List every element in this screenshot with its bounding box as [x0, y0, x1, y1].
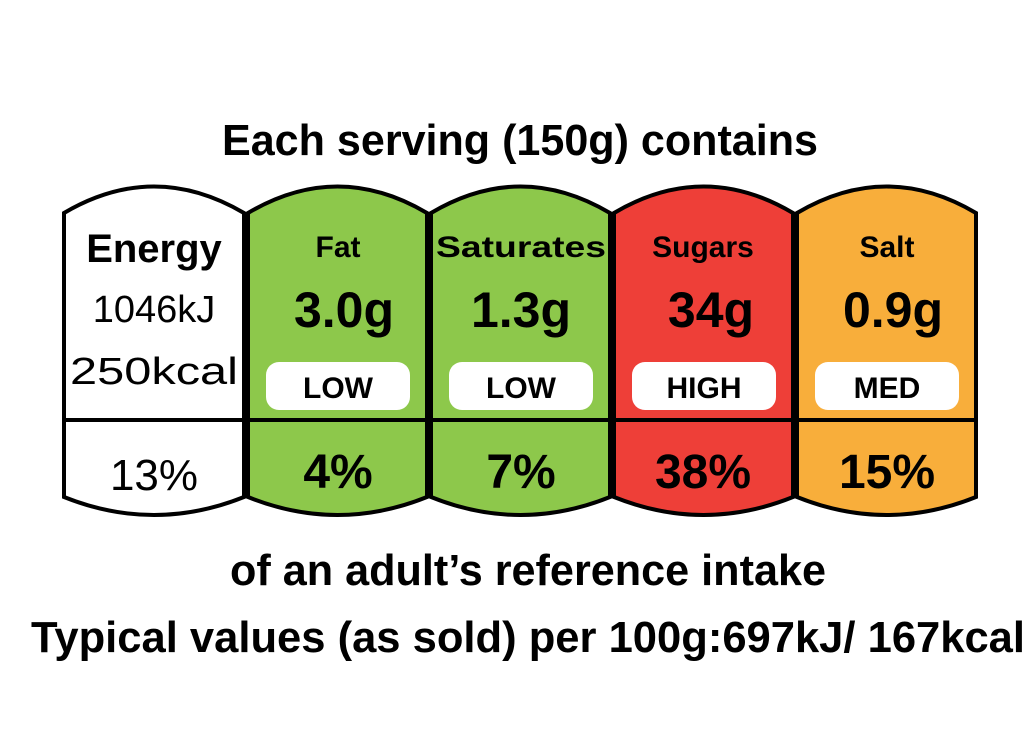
- salt-cell-top: [795, 184, 978, 422]
- sugars-cell-bottom: [612, 418, 795, 517]
- energy-kcal: 250kcal: [70, 351, 238, 393]
- saturates-column: Saturates 1.3g LOW 7%: [429, 184, 612, 517]
- sugars-cell-top: [612, 184, 795, 422]
- energy-label: Energy: [86, 227, 222, 271]
- salt-column: Salt 0.9g MED 15%: [795, 184, 978, 517]
- sugars-column: Sugars 34g HIGH 38%: [612, 184, 795, 517]
- level-badge: [815, 362, 959, 410]
- nutrient-percent: 4%: [303, 446, 372, 499]
- energy-cell-bottom: [62, 418, 246, 517]
- level-badge: [449, 362, 593, 410]
- level-text: LOW: [486, 372, 557, 405]
- nutrient-value: 34g: [668, 282, 754, 338]
- typical-values-text: Typical values (as sold) per 100g:697kJ/…: [31, 613, 1025, 662]
- saturates-cell-bottom: [429, 418, 612, 517]
- nutrient-label: Fat: [316, 231, 361, 264]
- level-text: HIGH: [667, 372, 742, 405]
- nutrient-value: 0.9g: [843, 282, 943, 338]
- saturates-cell-top: [429, 184, 612, 422]
- level-text: MED: [854, 372, 921, 405]
- serving-title: Each serving (150g) contains: [222, 116, 818, 165]
- level-text: LOW: [303, 372, 374, 405]
- energy-percent: 13%: [110, 451, 198, 500]
- salt-cell-bottom: [795, 418, 978, 517]
- nutrient-percent: 38%: [655, 446, 751, 499]
- nutrient-label: Saturates: [436, 231, 606, 264]
- nutrient-percent: 7%: [486, 446, 555, 499]
- nutrient-value: 1.3g: [471, 282, 571, 338]
- fat-cell-top: [246, 184, 429, 422]
- nutrient-label: Sugars: [652, 231, 754, 264]
- energy-column: Energy 1046kJ 250kcal 13%: [62, 184, 246, 517]
- nutrient-label: Salt: [859, 231, 914, 264]
- level-badge: [266, 362, 410, 410]
- reference-intake-text: of an adult’s reference intake: [230, 546, 826, 595]
- fat-cell-bottom: [246, 418, 429, 517]
- level-badge: [632, 362, 776, 410]
- nutrient-value: 3.0g: [294, 282, 394, 338]
- fat-column: Fat 3.0g LOW 4%: [246, 184, 429, 517]
- energy-cell-top: [62, 184, 246, 422]
- nutrient-percent: 15%: [839, 446, 935, 499]
- energy-kj: 1046kJ: [93, 289, 216, 331]
- nutrient-columns: Energy 1046kJ 250kcal 13% Fat 3.0g LOW 4…: [62, 184, 978, 517]
